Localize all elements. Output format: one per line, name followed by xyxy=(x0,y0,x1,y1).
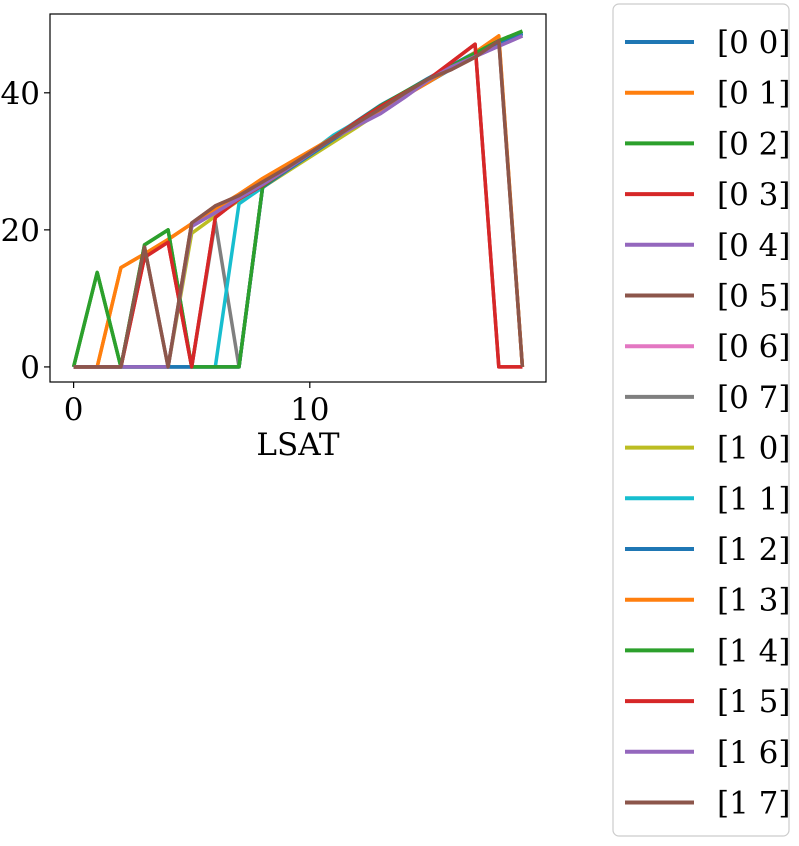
x-tick-label: 10 xyxy=(290,392,329,428)
legend-label-1: [0 1] xyxy=(717,76,791,112)
legend-label-13: [1 5] xyxy=(717,684,791,720)
legend: [0 0] [0 1] [0 2] [0 3] [0 4] [0 5] [0 6] [0 7]… xyxy=(612,3,791,837)
legend-label-3: [0 3] xyxy=(717,177,791,213)
series-line-15 xyxy=(73,38,525,369)
legend-frame xyxy=(612,3,790,837)
y-tick-label: 20 xyxy=(1,213,40,249)
series-layer xyxy=(71,29,525,369)
legend-label-4: [0 4] xyxy=(717,228,791,264)
legend-label-11: [1 3] xyxy=(717,583,791,619)
legend-label-7: [0 7] xyxy=(717,380,791,416)
legend-label-2: [0 2] xyxy=(717,126,791,162)
legend-label-6: [0 6] xyxy=(717,329,791,365)
legend-label-8: [1 0] xyxy=(717,431,791,467)
legend-label-0: [0 0] xyxy=(717,25,791,61)
legend-label-12: [1 4] xyxy=(717,633,791,669)
legend-label-15: [1 7] xyxy=(717,786,791,822)
x-axis-label: LSAT xyxy=(256,427,340,463)
legend-label-9: [1 1] xyxy=(717,481,791,517)
legend-label-10: [1 2] xyxy=(717,532,791,568)
y-tick-label: 0 xyxy=(20,350,40,386)
plot-background xyxy=(50,14,546,382)
y-tick-label: 40 xyxy=(1,76,40,112)
plot-frame xyxy=(49,13,547,383)
axes-layer: 0 10 0 20 40 xyxy=(1,76,330,428)
x-tick-label: 0 xyxy=(64,392,84,428)
legend-label-5: [0 5] xyxy=(717,279,791,315)
legend-label-14: [1 6] xyxy=(717,735,791,771)
